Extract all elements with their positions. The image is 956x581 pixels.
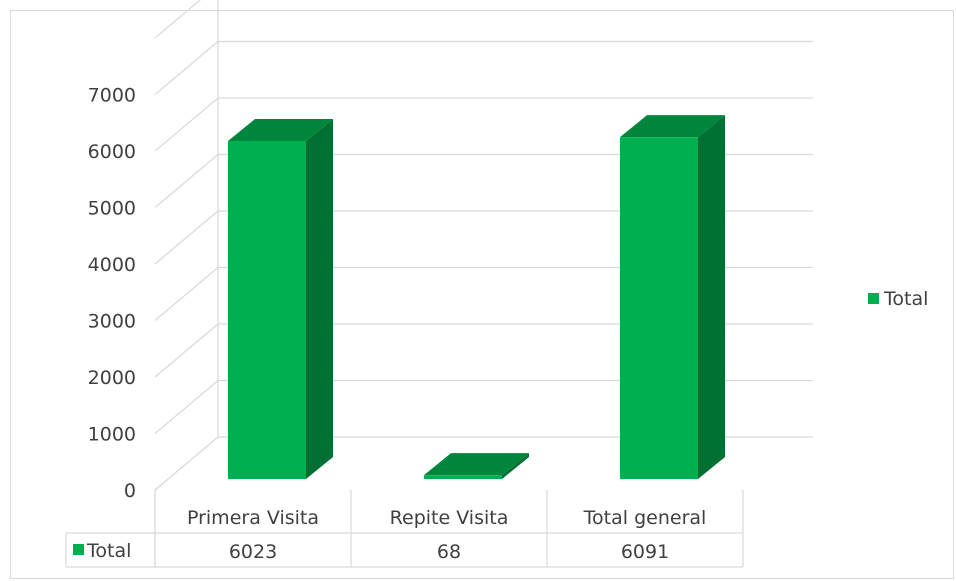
y-axis-ticks: 0 1000 2000 3000 4000 5000 6000 7000 (88, 85, 136, 503)
gridline-side (154, 41, 219, 95)
y-tick-label: 3000 (88, 311, 136, 333)
bar (228, 119, 333, 479)
floor-depth-edge (154, 436, 219, 491)
category-label: Repite Visita (390, 507, 509, 529)
y-tick-label: 5000 (88, 198, 136, 220)
bars (228, 115, 725, 479)
bar-top (620, 115, 725, 138)
legend-swatch (868, 293, 879, 304)
gridline-side (154, 154, 219, 208)
table-value: 6023 (229, 541, 277, 563)
gridline-side (154, 267, 219, 321)
bar-top (424, 453, 529, 476)
gridline-side (154, 380, 219, 434)
category-label: Primera Visita (187, 507, 319, 529)
y-tick-label: 7000 (88, 85, 136, 107)
bar (424, 453, 529, 479)
y-tick-label: 4000 (88, 254, 136, 276)
data-table: Primera Visita 6023 Repite Visita 68 Total g… (65, 490, 744, 568)
table-value: 6091 (621, 541, 669, 563)
gridline-side (154, 323, 219, 378)
bar-front (228, 141, 306, 479)
bar-side (502, 453, 529, 479)
y-tick-label: 1000 (88, 424, 136, 446)
category-label: Total general (583, 507, 707, 529)
y-tick-label: 6000 (88, 141, 136, 163)
bar-side (306, 119, 333, 479)
bar (620, 115, 725, 479)
table-value: 68 (437, 541, 461, 563)
bar-front (620, 137, 698, 479)
bar-front (424, 475, 502, 479)
bar-top (228, 119, 333, 141)
legend: Total (868, 288, 928, 310)
gridline-side (154, 0, 202, 39)
y-tick-label: 0 (124, 480, 136, 502)
gridline-side (154, 210, 219, 265)
legend-label: Total (883, 288, 928, 310)
table-series-label: Total (86, 540, 131, 562)
chart-frame (10, 10, 954, 579)
y-tick-label: 2000 (88, 367, 136, 389)
table-legend-swatch (73, 544, 84, 555)
bar-side (698, 115, 725, 479)
gridline-side (154, 97, 219, 152)
